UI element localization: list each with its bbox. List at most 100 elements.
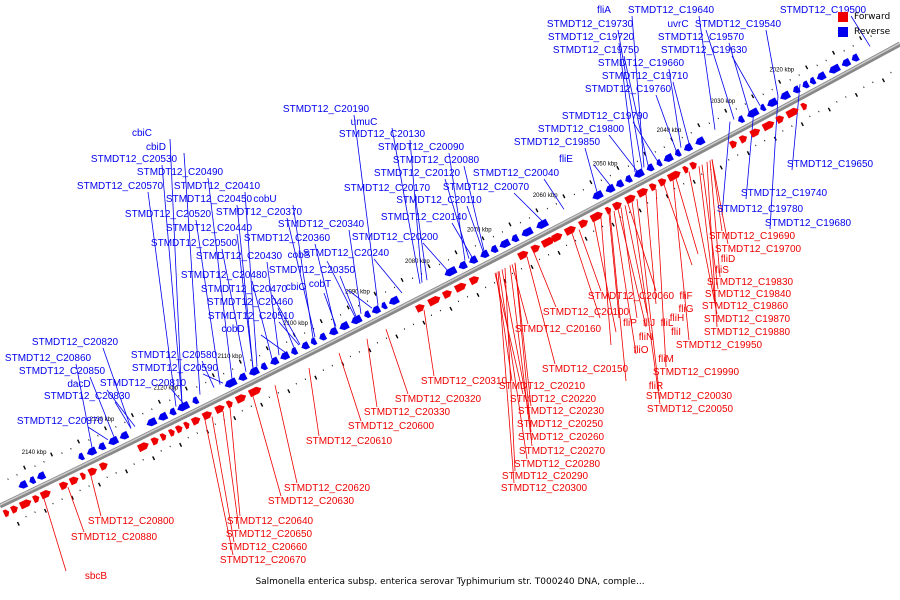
gene-feature-layer (2, 53, 860, 518)
scale-tick (88, 485, 90, 487)
scale-tick (616, 165, 620, 171)
forward-gene-arrow (749, 128, 761, 138)
scale-tick (519, 221, 522, 224)
forward-gene-arrow (225, 400, 233, 409)
reverse-gene-label: STMDT12_C19680 (765, 218, 852, 229)
scale-tick (628, 211, 631, 214)
forward-label-connector (711, 159, 729, 245)
reverse-label-connector (348, 229, 362, 314)
scale-tick (427, 264, 431, 269)
scale-tick (800, 122, 804, 127)
scale-tick (484, 286, 487, 289)
reverse-gene-label: STMDT12_C19750 (553, 45, 640, 56)
reverse-label-connector (314, 243, 336, 328)
scale-tick (142, 458, 144, 461)
kbp-tick-label: 2080 kbp (405, 259, 430, 265)
kbp-tick-label: 2100 kbp (283, 321, 308, 327)
reverse-gene-label: STMDT12_C19850 (514, 137, 601, 148)
label-connector-layer (43, 15, 871, 572)
forward-label-connector (617, 208, 647, 328)
scale-tick (511, 272, 514, 275)
reverse-gene-arrow (339, 321, 350, 331)
forward-gene-label: fliN (639, 332, 653, 343)
reverse-label-connector (266, 261, 280, 356)
reverse-gene-label: STMDT12_C20470 (201, 284, 288, 295)
scale-tick (555, 203, 558, 205)
scale-tick (34, 511, 36, 514)
scale-tick (843, 49, 845, 52)
reverse-label-connector (278, 321, 300, 346)
scale-tick (152, 456, 156, 461)
scale-tick (151, 408, 153, 411)
scale-tick (25, 515, 27, 518)
reverse-gene-label: STMDT12_C20070 (443, 182, 530, 193)
reverse-label-connector (201, 360, 215, 388)
forward-gene-arrow (517, 250, 529, 261)
scale-tick (789, 79, 791, 81)
forward-label-connector (229, 407, 241, 517)
reverse-gene-label: STMDT12_C20480 (181, 270, 268, 281)
forward-gene-arrow (427, 296, 441, 307)
scale-tick (238, 359, 242, 364)
reverse-gene-arrow (108, 435, 120, 446)
scale-tick (265, 346, 269, 351)
reverse-label-connector (89, 376, 115, 438)
reverse-gene-arrow (364, 310, 372, 319)
forward-gene-arrow (58, 481, 69, 491)
forward-gene-arrow (800, 102, 807, 111)
forward-gene-arrow (624, 194, 636, 205)
reverse-gene-label: STMDT12_C20870 (17, 416, 104, 427)
reverse-gene-label: STMDT12_C19710 (602, 71, 689, 82)
reverse-label-connector (221, 248, 247, 372)
scale-tick (376, 341, 379, 344)
scale-tick (34, 465, 36, 467)
scale-tick (241, 409, 243, 412)
forward-gene-label: STMDT12_C20150 (542, 364, 629, 375)
reverse-gene-label: STMDT12_C19500 (780, 5, 867, 16)
scale-tick (546, 207, 549, 210)
scale-tick (312, 327, 315, 330)
forward-label-connector (645, 194, 657, 305)
forward-gene-arrow (689, 161, 697, 170)
reverse-label-connector (75, 363, 93, 448)
reverse-gene-label: STMDT12_C19800 (538, 124, 625, 135)
scale-tick (287, 389, 291, 394)
reverse-gene-label: STMDT12_C20570 (77, 181, 164, 192)
scale-tick (115, 472, 117, 474)
reverse-gene-label: STMDT12_C20490 (137, 167, 224, 178)
reverse-gene-label: cobT (309, 279, 331, 290)
forward-label-connector (504, 267, 516, 472)
reverse-gene-arrow (536, 218, 549, 229)
reverse-gene-arrow (646, 163, 655, 172)
scale-tick (250, 405, 252, 408)
forward-gene-label: fliH (670, 313, 684, 324)
kbp-tick-label: 2020 kbp (769, 68, 794, 74)
scale-tick (728, 159, 730, 161)
reverse-gene-arrow (224, 377, 238, 388)
forward-gene-label: STMDT12_C19830 (707, 277, 794, 288)
scale-tick (816, 64, 818, 67)
reverse-label-connector (236, 204, 254, 369)
scale-tick (890, 71, 892, 74)
reverse-gene-arrow (280, 351, 291, 360)
scale-tick (520, 267, 523, 270)
forward-gene-arrow (415, 304, 425, 313)
reverse-gene-label: dacD (67, 379, 90, 390)
reverse-label-connector (202, 373, 224, 384)
reverse-label-connector (161, 164, 183, 404)
scale-tick (508, 222, 512, 227)
forward-gene-label: STMDT12_C20160 (515, 324, 602, 335)
forward-gene-label: STMDT12_C19870 (704, 314, 791, 325)
scale-tick (439, 309, 442, 312)
scale-tick (232, 368, 234, 370)
forward-label-connector (509, 265, 533, 447)
forward-label-connector (578, 229, 602, 292)
forward-gene-label: STMDT12_C20060 (588, 291, 675, 302)
scale-tick (16, 521, 20, 526)
scale-tick (106, 476, 108, 479)
forward-gene-arrow (79, 472, 86, 481)
kbp-tick-label: 2050 kbp (593, 162, 618, 168)
reverse-gene-arrow (86, 446, 98, 456)
reverse-gene-label: STMDT12_C20520 (125, 209, 212, 220)
scale-tick (870, 35, 872, 37)
